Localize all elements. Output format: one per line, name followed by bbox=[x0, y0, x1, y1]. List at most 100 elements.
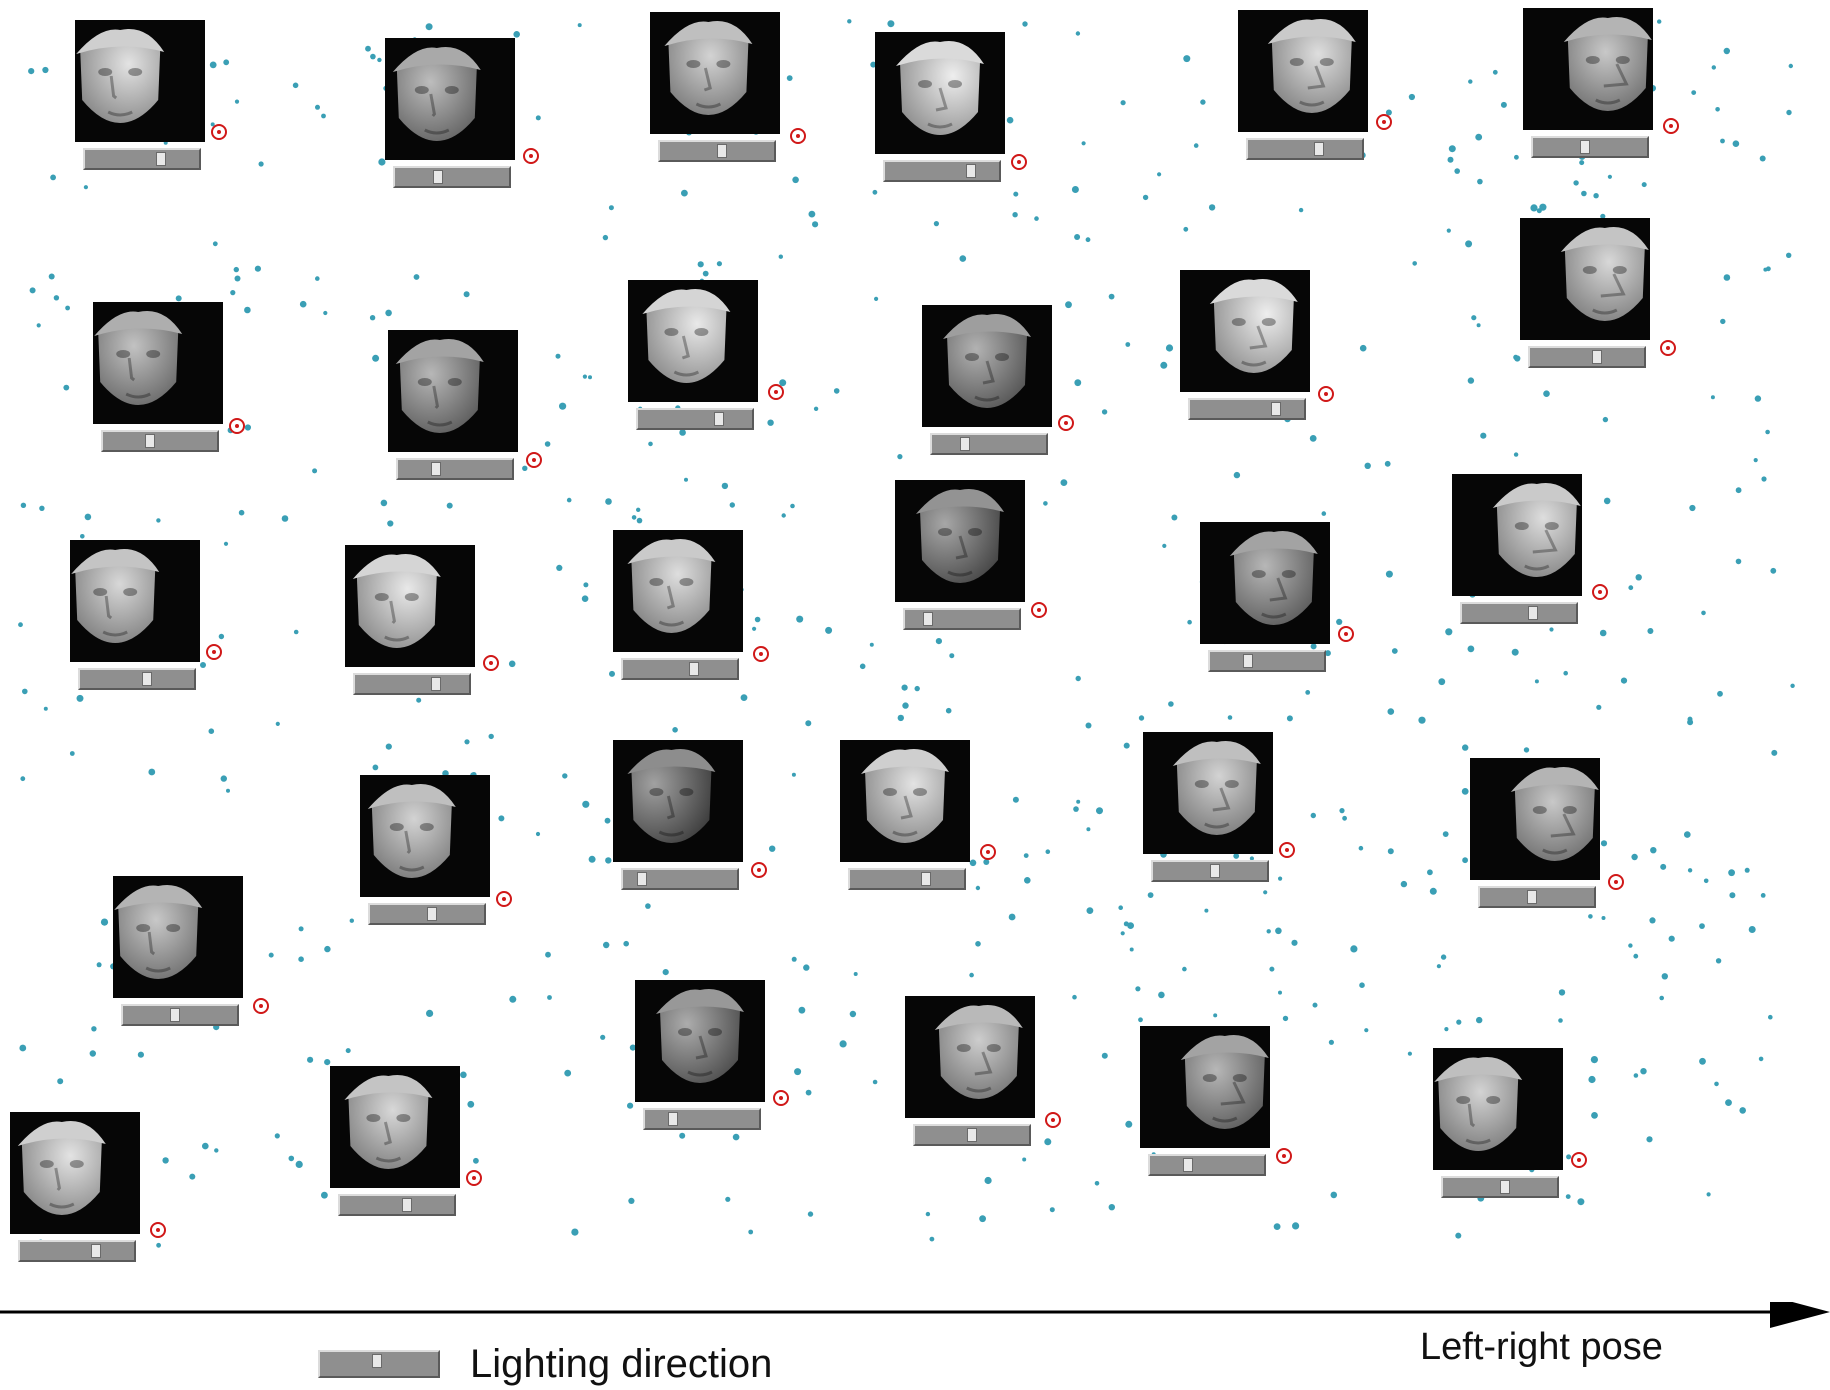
lighting-slider-knob bbox=[1183, 1158, 1193, 1172]
face-tile bbox=[1520, 218, 1676, 368]
embedding-point bbox=[1588, 1075, 1596, 1084]
embedding-point bbox=[312, 468, 318, 474]
embedding-point bbox=[1635, 574, 1642, 581]
lighting-slider-knob bbox=[431, 677, 441, 691]
face-tile bbox=[93, 302, 245, 452]
face-tile bbox=[613, 530, 769, 680]
embedding-point bbox=[1607, 174, 1612, 179]
face-image bbox=[840, 740, 970, 862]
sample-marker-icon bbox=[211, 124, 227, 140]
embedding-point bbox=[1328, 1039, 1334, 1045]
embedding-point bbox=[509, 995, 517, 1003]
embedding-point bbox=[1101, 1052, 1108, 1059]
lighting-slider bbox=[393, 166, 511, 188]
embedding-point bbox=[1282, 1015, 1289, 1022]
embedding-point bbox=[1703, 878, 1709, 884]
embedding-point bbox=[76, 694, 84, 702]
face-tile bbox=[113, 876, 269, 1026]
embedding-point bbox=[1753, 458, 1758, 463]
embedding-point bbox=[413, 274, 420, 280]
embedding-point bbox=[69, 751, 75, 756]
sample-marker-icon bbox=[526, 452, 542, 468]
embedding-point bbox=[1760, 893, 1766, 898]
embedding-point bbox=[1790, 683, 1795, 688]
embedding-point bbox=[1008, 913, 1016, 921]
embedding-point bbox=[1249, 856, 1254, 861]
sample-marker-icon bbox=[1663, 118, 1679, 134]
embedding-point bbox=[254, 265, 261, 272]
embedding-point bbox=[223, 541, 229, 546]
embedding-point bbox=[872, 1079, 878, 1085]
face-image bbox=[1433, 1048, 1563, 1170]
embedding-point bbox=[588, 375, 592, 380]
lighting-slider-knob bbox=[1500, 1180, 1510, 1194]
sample-marker-icon bbox=[466, 1170, 482, 1186]
embedding-point bbox=[29, 287, 36, 294]
embedding-point bbox=[555, 353, 561, 359]
embedding-point bbox=[385, 743, 392, 750]
embedding-point bbox=[307, 1056, 314, 1063]
face-image bbox=[385, 38, 515, 160]
embedding-point bbox=[721, 482, 729, 490]
embedding-point bbox=[20, 776, 26, 782]
lighting-slider-knob bbox=[142, 672, 152, 686]
embedding-point bbox=[1523, 747, 1530, 753]
sample-marker-icon bbox=[1318, 386, 1334, 402]
face-image bbox=[1180, 270, 1310, 392]
embedding-point bbox=[1108, 1204, 1116, 1211]
pose-axis-label: Left-right pose bbox=[1420, 1326, 1663, 1368]
embedding-point bbox=[1385, 570, 1393, 578]
lighting-slider-knob bbox=[402, 1198, 412, 1212]
embedding-point bbox=[847, 19, 852, 24]
embedding-point bbox=[725, 1196, 731, 1202]
embedding-point bbox=[175, 295, 182, 302]
face-image bbox=[875, 32, 1005, 154]
embedding-point bbox=[535, 115, 541, 121]
embedding-point bbox=[238, 509, 245, 516]
embedding-point bbox=[1591, 1112, 1598, 1119]
sample-marker-icon bbox=[790, 128, 806, 144]
embedding-point bbox=[1071, 186, 1079, 193]
embedding-point bbox=[798, 1006, 806, 1014]
embedding-point bbox=[556, 564, 563, 572]
embedding-point bbox=[559, 402, 567, 410]
sample-marker-icon bbox=[1045, 1112, 1061, 1128]
embedding-point bbox=[1292, 1222, 1300, 1230]
embedding-point bbox=[288, 1155, 295, 1162]
embedding-point bbox=[1227, 715, 1233, 720]
embedding-point bbox=[28, 68, 35, 75]
embedding-point bbox=[1723, 274, 1731, 281]
embedding-point bbox=[1310, 643, 1317, 650]
embedding-point bbox=[1599, 629, 1607, 637]
embedding-point bbox=[1735, 487, 1742, 494]
embedding-point bbox=[1565, 1194, 1571, 1199]
embedding-point bbox=[662, 969, 669, 976]
face-tile bbox=[650, 12, 806, 162]
embedding-point bbox=[636, 507, 641, 512]
embedding-point bbox=[623, 940, 629, 947]
embedding-point bbox=[547, 995, 552, 1000]
embedding-point bbox=[1691, 90, 1697, 95]
embedding-point bbox=[1364, 462, 1371, 469]
embedding-point bbox=[813, 406, 819, 411]
embedding-point bbox=[778, 254, 783, 259]
sample-marker-icon bbox=[483, 655, 499, 671]
lighting-slider bbox=[368, 903, 486, 925]
embedding-point bbox=[1659, 995, 1664, 1001]
lighting-slider-knob bbox=[145, 434, 155, 448]
embedding-point bbox=[1309, 435, 1317, 442]
embedding-point bbox=[1462, 857, 1468, 864]
sample-marker-icon bbox=[1592, 584, 1608, 600]
embedding-point bbox=[805, 1089, 812, 1096]
embedding-point bbox=[679, 429, 686, 436]
embedding-point bbox=[100, 918, 109, 926]
embedding-point bbox=[979, 1215, 986, 1223]
embedding-point bbox=[1123, 742, 1130, 749]
embedding-point bbox=[96, 962, 102, 968]
embedding-point bbox=[234, 99, 240, 104]
embedding-point bbox=[1350, 945, 1358, 953]
embedding-point bbox=[1108, 293, 1115, 300]
embedding-point bbox=[65, 305, 70, 311]
embedding-point bbox=[1573, 180, 1579, 186]
lighting-slider-knob bbox=[1580, 140, 1590, 154]
